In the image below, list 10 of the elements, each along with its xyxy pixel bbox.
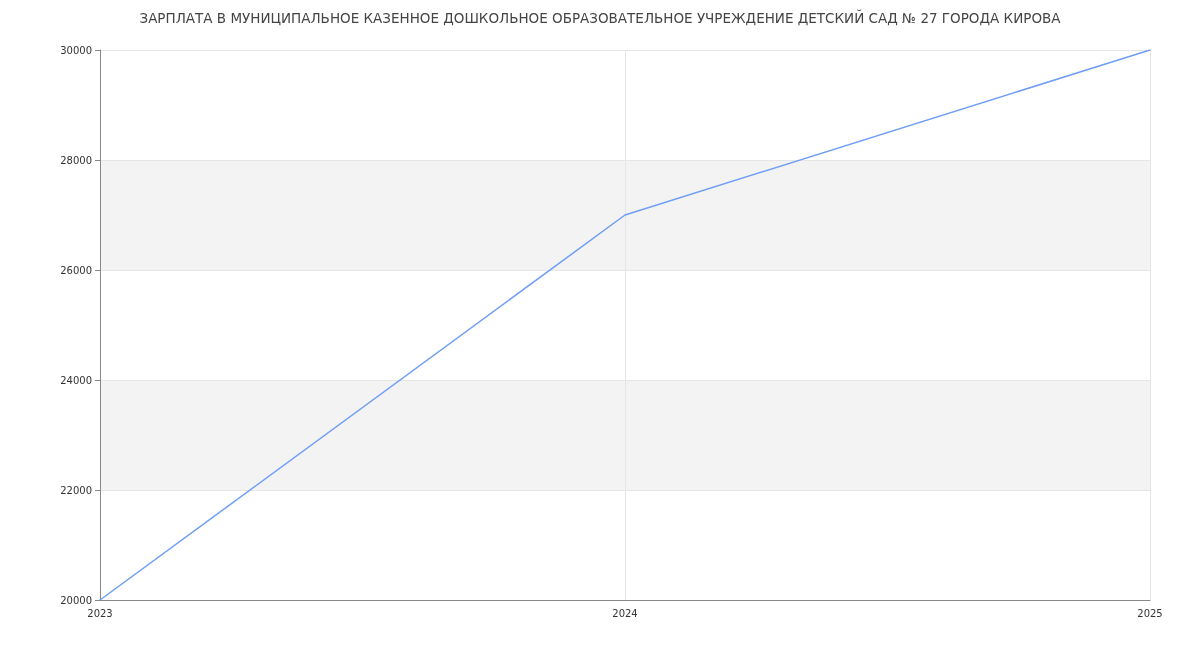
chart-title: ЗАРПЛАТА В МУНИЦИПАЛЬНОЕ КАЗЕННОЕ ДОШКОЛЬНОЕ ОБРАЗОВАТЕЛЬНОЕ УЧРЕЖДЕНИЕ ДЕТСКИЙ САД № 27 ГОРОДА КИРОВА (139, 9, 1062, 26)
x-tick-label: 2023 (87, 607, 113, 619)
y-tick-label: 26000 (60, 264, 92, 276)
y-tick-label: 30000 (60, 44, 92, 56)
y-tick-label: 22000 (60, 484, 92, 496)
y-tick-label: 20000 (60, 594, 92, 606)
y-tick-label: 28000 (60, 154, 92, 166)
y-tick-label: 24000 (60, 374, 92, 386)
x-tick-label: 2025 (1137, 607, 1163, 619)
x-tick-label: 2024 (612, 607, 638, 619)
